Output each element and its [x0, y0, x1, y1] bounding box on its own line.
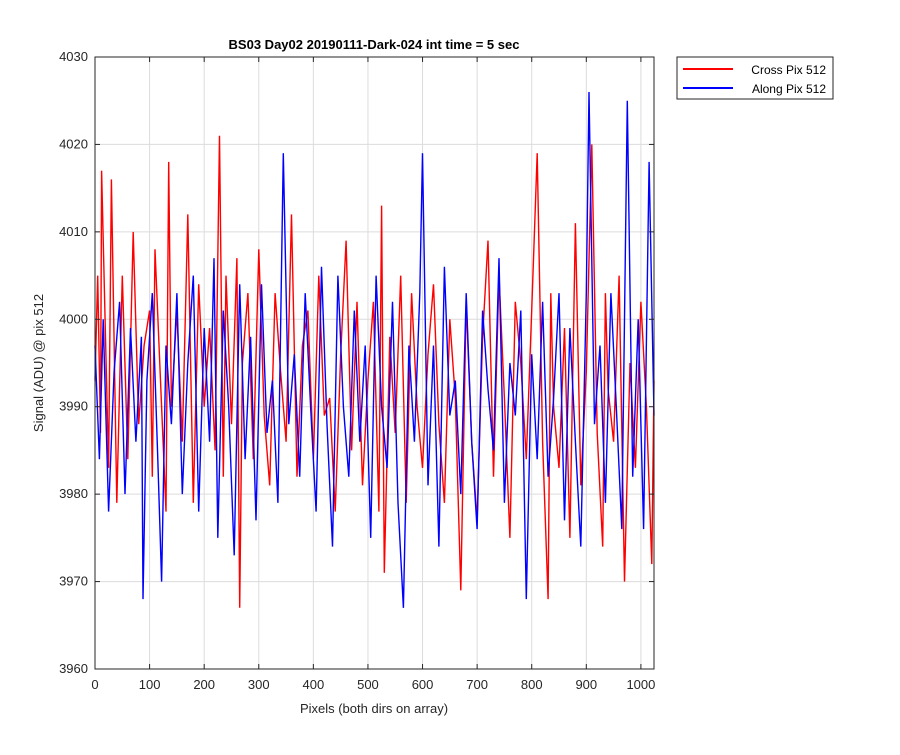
tick-marks — [94, 56, 654, 670]
series-line-cross-pix-512 — [94, 135, 655, 608]
x-tick-label: 400 — [303, 677, 325, 692]
legend-label-along: Along Pix 512 — [752, 82, 826, 96]
x-tick-label: 500 — [357, 677, 379, 692]
x-tick-labels: 0 100 200 300 400 500 600 700 800 900 1000 — [91, 677, 655, 692]
y-tick-label: 3970 — [59, 574, 88, 589]
x-tick-label: 800 — [521, 677, 543, 692]
y-tick-label: 3960 — [59, 661, 88, 676]
series-group — [94, 91, 655, 608]
legend-label-cross: Cross Pix 512 — [751, 63, 826, 77]
y-tick-label: 4030 — [59, 49, 88, 64]
x-tick-label: 600 — [412, 677, 434, 692]
legend: Cross Pix 512 Along Pix 512 — [676, 56, 834, 100]
x-tick-label: 1000 — [626, 677, 655, 692]
y-tick-label: 4010 — [59, 224, 88, 239]
y-tick-label: 4020 — [59, 136, 88, 151]
y-axis-label: Signal (ADU) @ pix 512 — [31, 294, 46, 432]
x-tick-label: 900 — [575, 677, 597, 692]
x-tick-label: 200 — [193, 677, 215, 692]
y-tick-label: 3980 — [59, 486, 88, 501]
y-tick-label: 4000 — [59, 311, 88, 326]
x-tick-label: 700 — [466, 677, 488, 692]
axes-frame — [94, 56, 655, 670]
legend-box — [676, 56, 834, 100]
x-axis-label: Pixels (both dirs on array) — [300, 701, 448, 716]
y-tick-label: 3990 — [59, 399, 88, 414]
x-tick-label: 0 — [91, 677, 98, 692]
x-tick-label: 300 — [248, 677, 270, 692]
chart-title: BS03 Day02 20190111-Dark-024 int time = … — [229, 37, 520, 52]
x-tick-label: 100 — [139, 677, 161, 692]
y-tick-labels: 3960 3970 3980 3990 4000 4010 4020 4030 — [59, 49, 88, 676]
series-line-along-pix-512 — [94, 91, 655, 608]
